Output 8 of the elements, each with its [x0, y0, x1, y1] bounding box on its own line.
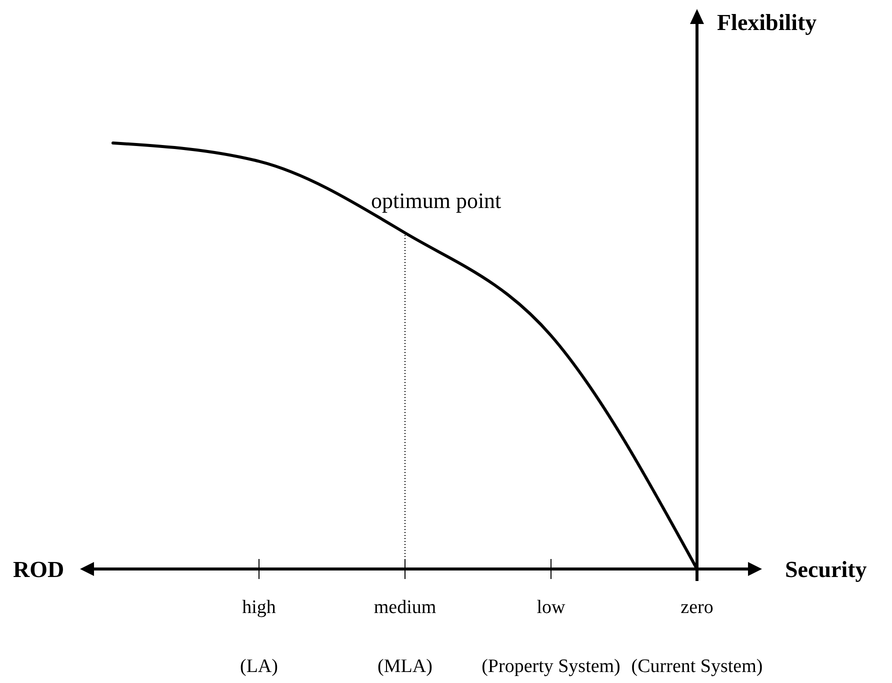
category-label: medium (MLA): [374, 597, 436, 677]
category-label: high (LA): [240, 597, 278, 677]
annotation: optimum point: [371, 188, 502, 213]
y-axis-title: Flexibility: [717, 10, 818, 35]
x-axis-title: Security: [785, 557, 868, 582]
category-label: zero (Current System): [631, 597, 763, 677]
category-label: low (Property System): [482, 597, 620, 677]
text: ROD: [13, 557, 64, 582]
